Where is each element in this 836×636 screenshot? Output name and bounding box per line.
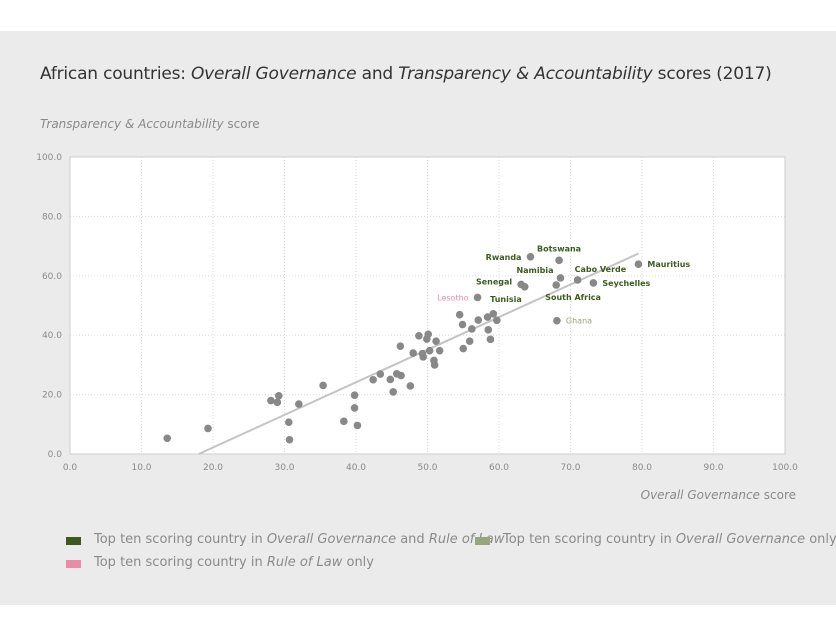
data-point xyxy=(340,417,348,426)
x-tick-label: 40.0 xyxy=(346,463,366,473)
data-point xyxy=(369,375,377,384)
legend-item-both: Top ten scoring country in Overall Gover… xyxy=(94,532,505,547)
data-point xyxy=(319,381,327,390)
data-point-labeled xyxy=(473,293,482,302)
data-point-labeled xyxy=(520,282,529,291)
x-tick-label: 100.0 xyxy=(772,463,798,473)
data-point-labeled xyxy=(556,274,565,282)
y-tick-label: 100.0 xyxy=(36,153,62,163)
data-point xyxy=(459,344,468,353)
point-label: Mauritius xyxy=(647,260,690,269)
data-point xyxy=(295,400,303,408)
data-point xyxy=(406,382,415,390)
data-point xyxy=(483,313,492,321)
data-point xyxy=(376,370,385,378)
data-point xyxy=(285,435,294,444)
data-point xyxy=(474,316,483,324)
data-point xyxy=(163,434,172,443)
data-point-labeled xyxy=(589,279,598,287)
point-label: Rwanda xyxy=(486,253,522,262)
data-point xyxy=(489,310,498,318)
x-tick-label: 10.0 xyxy=(131,463,151,473)
data-point xyxy=(493,316,501,325)
x-tick-label: 0.0 xyxy=(63,463,78,473)
data-point xyxy=(274,391,283,400)
data-point xyxy=(432,337,440,345)
data-point xyxy=(465,337,474,345)
data-point xyxy=(284,418,293,427)
point-label: Lesotho xyxy=(437,293,469,302)
data-point xyxy=(468,325,476,333)
legend-swatch-dark-green xyxy=(66,537,81,545)
x-tick-label: 60.0 xyxy=(489,463,509,473)
legend-swatch-light-green xyxy=(475,537,490,545)
chart-title: African countries: Overall Governance an… xyxy=(40,64,772,84)
data-point xyxy=(409,349,418,357)
x-tick-label: 20.0 xyxy=(203,463,223,473)
data-point-labeled xyxy=(634,260,643,269)
y-tick-label: 40.0 xyxy=(42,331,62,341)
x-tick-label: 70.0 xyxy=(560,463,580,473)
data-point xyxy=(425,346,434,355)
plot-area xyxy=(70,157,785,454)
point-label: Botswana xyxy=(537,244,581,253)
y-tick-label: 20.0 xyxy=(42,391,62,401)
data-point xyxy=(353,421,362,430)
data-point xyxy=(435,346,444,355)
x-tick-label: 80.0 xyxy=(632,463,652,473)
data-point xyxy=(350,404,359,412)
y-tick-label: 0.0 xyxy=(48,450,63,460)
data-point-labeled xyxy=(573,276,582,284)
data-point xyxy=(486,335,495,344)
data-point xyxy=(273,398,282,407)
point-label: Tunisia xyxy=(490,295,522,304)
point-label: Namibia xyxy=(516,266,553,275)
trend-line xyxy=(198,252,639,455)
legend-item-governance-only: Top ten scoring country in Overall Gover… xyxy=(503,532,836,547)
data-point xyxy=(419,353,428,361)
x-axis-label: Overall Governance score xyxy=(640,488,796,502)
data-point xyxy=(424,330,433,339)
data-point xyxy=(415,331,423,340)
point-label: Cabo Verde xyxy=(575,265,627,274)
data-point xyxy=(430,361,439,369)
y-axis-label: Transparency & Accountability score xyxy=(40,117,260,131)
data-point xyxy=(204,424,212,433)
data-point xyxy=(267,396,275,405)
data-point xyxy=(389,388,397,396)
data-point-labeled xyxy=(555,256,563,265)
data-point-labeled xyxy=(552,281,560,289)
data-point xyxy=(397,371,405,380)
x-tick-label: 90.0 xyxy=(703,463,723,473)
point-label: Seychelles xyxy=(602,279,650,288)
data-point xyxy=(484,326,493,334)
point-label: Ghana xyxy=(566,317,592,326)
y-tick-label: 80.0 xyxy=(42,212,62,222)
x-tick-label: 30.0 xyxy=(274,463,294,473)
legend-swatch-pink xyxy=(66,560,81,568)
data-point xyxy=(396,342,405,350)
point-label: South Africa xyxy=(545,293,601,302)
data-point xyxy=(386,375,395,384)
y-tick-label: 60.0 xyxy=(42,272,62,282)
data-point-labeled xyxy=(526,252,535,261)
data-point xyxy=(458,320,467,329)
legend-item-rule-of-law-only: Top ten scoring country in Rule of Law o… xyxy=(94,555,374,570)
data-point xyxy=(455,310,464,319)
point-label: Senegal xyxy=(476,277,512,286)
data-point xyxy=(350,391,359,399)
plot-frame xyxy=(69,156,786,455)
data-point-labeled xyxy=(553,316,561,325)
x-tick-label: 50.0 xyxy=(417,463,437,473)
